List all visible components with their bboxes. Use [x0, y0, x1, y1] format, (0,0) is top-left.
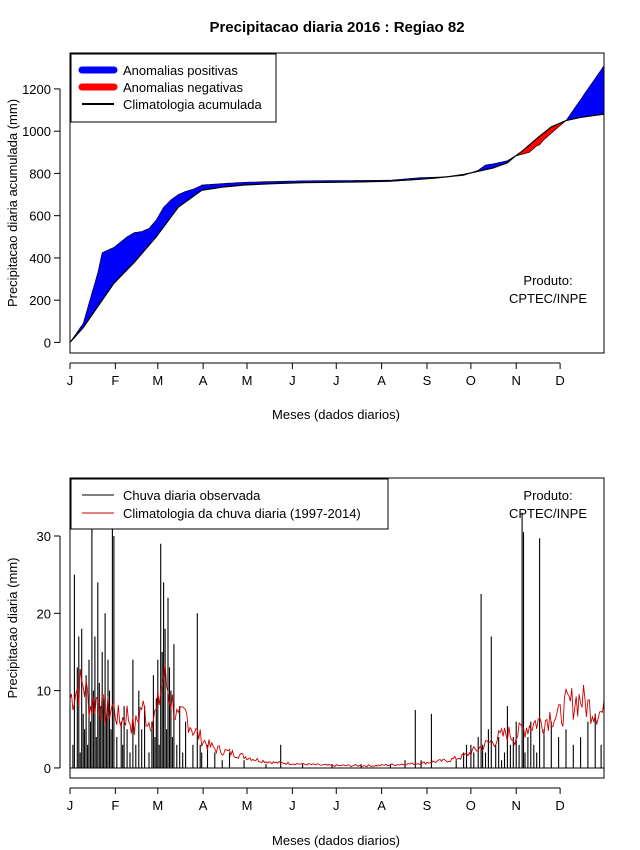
top-chart: 0 200 400 600 800 1000 1200 J F M A M J J A S O N D Preci…: [5, 52, 605, 422]
top-x-tick-label-J: J: [67, 373, 74, 388]
top-x-tick-label-M: M: [152, 373, 163, 388]
top-y-axis: 0 200 400 600 800 1000 1200: [22, 82, 61, 350]
top-x-tick-label-N: N: [512, 373, 521, 388]
top-x-tick-label-O: O: [466, 373, 476, 388]
bottom-legend-box: [70, 478, 389, 530]
top-y-tick-label: 600: [29, 209, 51, 224]
climatology-daily-line: [69, 663, 605, 768]
bottom-chart: 0 10 20 30 J F M A M J J A S O N D Precipitacao diaria…: [5, 477, 605, 848]
positive-anomaly-area: [565, 64, 605, 122]
bottom-x-tick-label-M: M: [152, 798, 163, 813]
top-x-tick-label-J: J: [289, 373, 296, 388]
bottom-x-tick-label-J: J: [333, 798, 340, 813]
top-legend: Anomalias positivas Anomalias negativas …: [70, 53, 277, 123]
bottom-legend: Chuva diaria observada Climatologia da c…: [70, 478, 389, 530]
bottom-credit-line1: Produto:: [523, 488, 572, 503]
legend-label-positive: Anomalias positivas: [123, 63, 238, 78]
bottom-x-tick-label-D: D: [555, 798, 564, 813]
top-y-tick-label: 800: [29, 166, 51, 181]
bottom-x-tick-label-J: J: [289, 798, 296, 813]
top-x-tick-label-J: J: [333, 373, 340, 388]
legend-label-climatology-cumulative: Climatologia acumulada: [123, 97, 263, 112]
bottom-x-axis-label: Meses (dados diarios): [272, 833, 400, 848]
top-plot-area: [69, 64, 605, 343]
positive-anomaly-area: [470, 154, 517, 174]
top-x-tick-label-S: S: [423, 373, 432, 388]
top-credit-line2: CPTEC/INPE: [509, 291, 587, 306]
top-x-tick-label-A: A: [199, 373, 208, 388]
top-y-tick-label: 400: [29, 251, 51, 266]
top-chart-title: Precipitacao diaria 2016 : Regiao 82: [209, 19, 464, 36]
top-x-axis-label: Meses (dados diarios): [272, 407, 400, 422]
bottom-y-tick-label: 10: [37, 684, 51, 699]
bottom-plot-frame: [69, 477, 605, 779]
legend-label-observed: Chuva diaria observada: [123, 488, 261, 503]
top-x-tick-label-M: M: [242, 373, 253, 388]
bottom-y-axis: 0 10 20 30: [37, 529, 61, 776]
top-y-tick-label: 1200: [22, 82, 51, 97]
top-x-tick-label-F: F: [111, 373, 119, 388]
bottom-x-tick-label-O: O: [466, 798, 476, 813]
top-y-tick-label: 1000: [22, 124, 51, 139]
top-y-tick-label: 200: [29, 293, 51, 308]
climatology-cumulative-line: [69, 113, 605, 343]
bottom-x-tick-label-J: J: [67, 798, 74, 813]
bottom-y-tick-label: 0: [44, 761, 51, 776]
bottom-y-axis-label: Precipitacao diaria (mm): [5, 558, 20, 699]
top-credit-line1: Produto:: [523, 273, 572, 288]
top-plot-frame: [69, 52, 605, 354]
bottom-x-tick-label-M: M: [242, 798, 253, 813]
legend-label-negative: Anomalias negativas: [123, 80, 243, 95]
bottom-x-tick-label-S: S: [423, 798, 432, 813]
bottom-y-tick-label: 20: [37, 606, 51, 621]
bottom-y-tick-label: 30: [37, 529, 51, 544]
bottom-x-tick-label-A: A: [377, 798, 386, 813]
top-x-tick-label-D: D: [555, 373, 564, 388]
top-y-axis-label: Precipitacao diaria acumulada (mm): [5, 99, 20, 307]
legend-label-climatology-daily: Climatologia da chuva diaria (1997-2014): [123, 506, 361, 521]
bottom-x-tick-label-A: A: [199, 798, 208, 813]
bottom-x-tick-label-F: F: [111, 798, 119, 813]
positive-anomaly-area: [69, 176, 451, 343]
bottom-plot-area: [69, 512, 605, 769]
bottom-credit-line2: CPTEC/INPE: [509, 506, 587, 521]
top-y-tick-label: 0: [44, 335, 51, 350]
bottom-x-tick-label-N: N: [512, 798, 521, 813]
top-x-tick-label-A: A: [377, 373, 386, 388]
